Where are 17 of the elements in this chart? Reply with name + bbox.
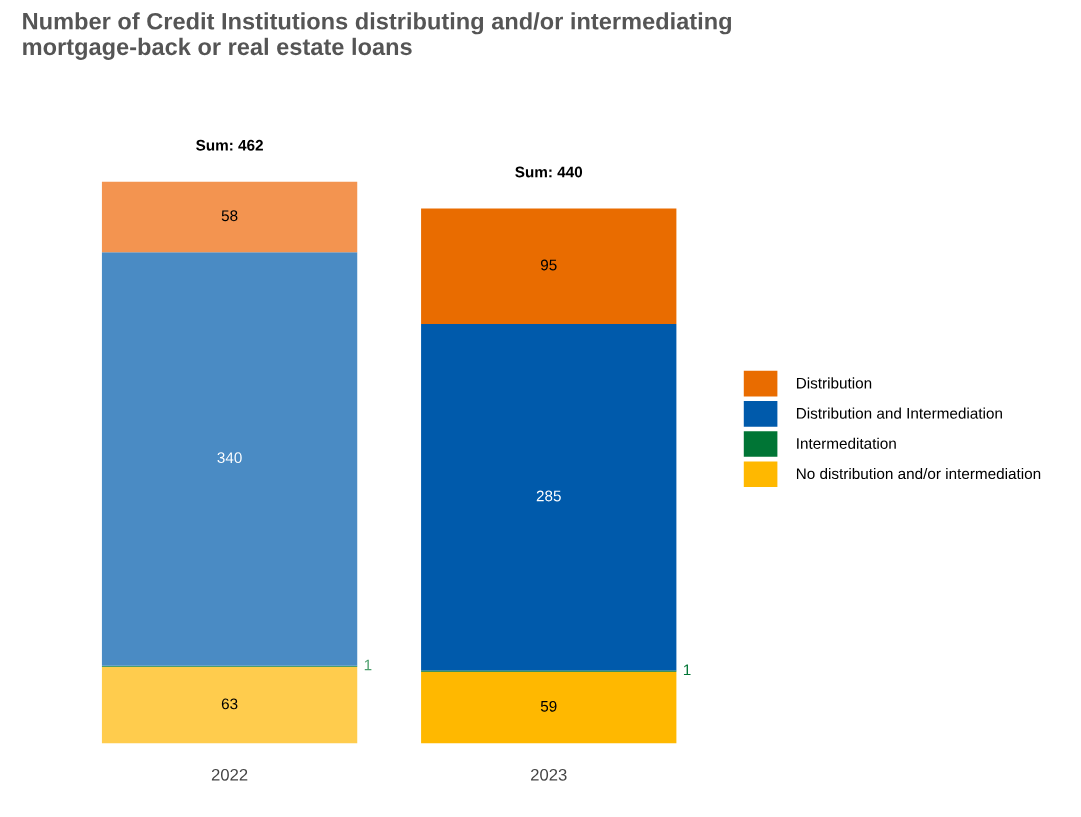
data-label: 63 [221,698,238,710]
data-label: 58 [221,210,238,222]
legend-label: No distribution and/or intermediation [796,467,1041,480]
data-label: 1 [364,659,372,671]
legend-label: Distribution [796,377,872,389]
x-tick-label: 2022 [211,768,248,781]
data-label: 59 [540,700,557,712]
data-label: 95 [540,259,557,271]
legend-label: Distribution and Intermediation [796,407,1002,419]
data-label: 1 [683,664,691,676]
legend-label: Intermeditation [797,437,896,449]
total-label: Sum: 440 [515,166,583,178]
data-label: 340 [217,452,242,464]
x-tick-label: 2023 [531,768,567,781]
total-label: Sum: 462 [196,139,263,151]
data-label: 285 [536,490,561,502]
chart-title: Number of Credit Institutions distributing and/or intermediating mortgage-back or real estate loans [23,12,731,60]
